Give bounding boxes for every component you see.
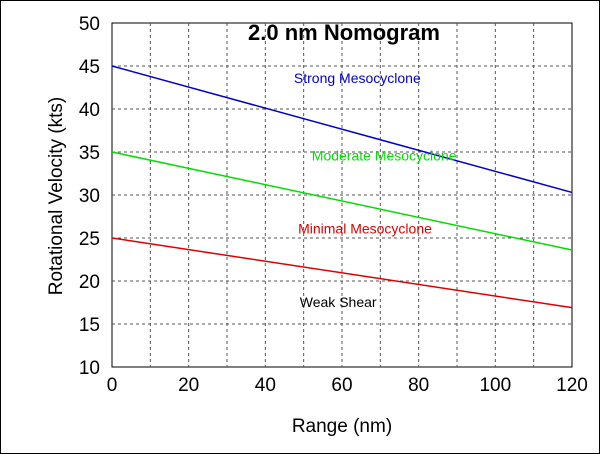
- y-tick-label: 25: [79, 229, 100, 250]
- x-tick-labels: 0 20 40 60 80 100 120: [107, 375, 588, 396]
- y-tick-label: 15: [79, 315, 100, 336]
- y-tick-label: 40: [79, 100, 100, 121]
- annotations: Strong Mesocyclone Moderate Mesocyclone Mi…: [294, 70, 457, 310]
- x-axis-label: Range (nm): [292, 416, 392, 437]
- series-line-2: [111, 237, 573, 309]
- x-tick-label: 80: [408, 375, 429, 396]
- y-tick-labels: 10 15 20 25 30 35 40 45 50: [79, 14, 100, 379]
- y-axis-label: Rotational Velocity (kts): [46, 97, 67, 296]
- series-line-0: [111, 65, 573, 194]
- x-tick-label: 40: [255, 375, 276, 396]
- annotation-label: Moderate Mesocyclone: [312, 148, 457, 164]
- x-tick-label: 0: [107, 375, 118, 396]
- chart-title: 2.0 nm Nomogram: [248, 20, 440, 45]
- y-tick-label: 30: [79, 186, 100, 207]
- y-tick-label: 10: [79, 358, 100, 379]
- series-lines: [111, 65, 573, 309]
- annotation-label: Minimal Mesocyclone: [298, 221, 432, 237]
- x-tick-label: 60: [331, 375, 352, 396]
- y-tick-label: 20: [79, 272, 100, 293]
- y-tick-label: 45: [79, 57, 100, 78]
- grid-lines: [112, 23, 572, 367]
- series-line-1: [111, 151, 573, 251]
- x-tick-label: 120: [556, 375, 588, 396]
- x-tick-label: 20: [178, 375, 199, 396]
- y-tick-label: 50: [79, 14, 100, 35]
- annotation-label: Strong Mesocyclone: [294, 70, 421, 86]
- y-tick-label: 35: [79, 143, 100, 164]
- x-tick-label: 100: [479, 375, 511, 396]
- annotation-label: Weak Shear: [300, 294, 377, 310]
